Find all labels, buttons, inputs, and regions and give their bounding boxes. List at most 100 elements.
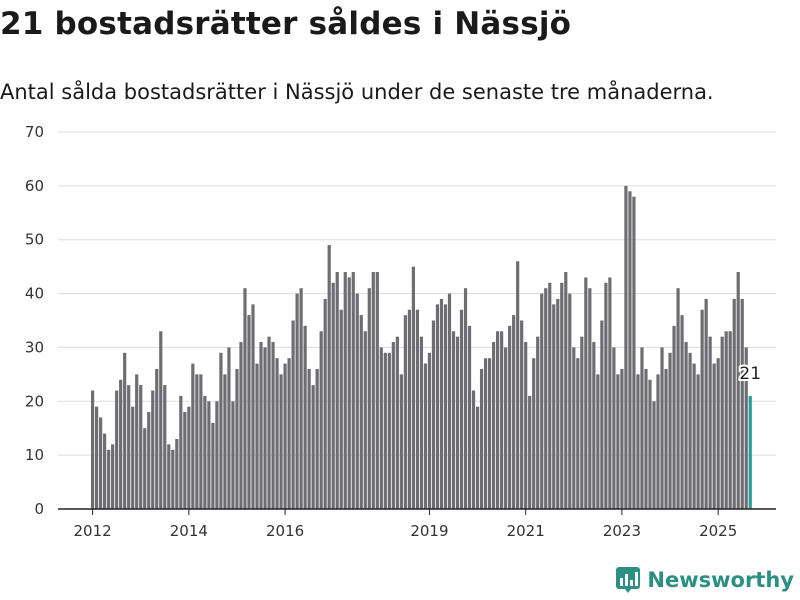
bar [644,368,648,509]
brand-name: Newsworthy [647,568,794,592]
bar [660,347,664,509]
bar [552,304,556,509]
bar [564,272,568,509]
bar [343,272,347,509]
bar [95,406,99,509]
bar [379,347,383,509]
bar [560,282,564,509]
bar-highlight [748,395,752,509]
bar [483,358,488,509]
bar [604,282,608,509]
bar [319,331,323,509]
bar [680,315,684,509]
last-value-label: 21 [739,364,761,384]
bar [596,374,600,509]
bar [211,422,215,509]
bar [580,336,584,509]
brand-logo: Newsworthy [615,566,794,594]
bar [612,347,616,509]
bar [179,395,183,509]
bar [500,331,504,509]
bar [471,390,476,509]
bar [119,379,123,509]
bar [636,374,640,509]
bar [648,379,652,509]
bar [628,191,632,509]
bar [395,336,399,509]
bar [704,298,708,509]
bar [540,293,544,509]
y-tick-label: 40 [25,285,44,303]
bar [668,352,672,509]
bar [712,363,716,509]
bar [315,368,319,509]
bar [708,336,712,509]
bar [367,288,371,509]
bar [267,336,271,509]
bar [351,272,355,509]
bar [243,288,247,509]
bar [728,331,732,509]
bar [323,298,327,509]
bar [512,315,516,509]
x-tick-label: 2021 [507,522,545,540]
bar [175,438,179,509]
bar [516,261,520,509]
bar [283,363,287,509]
bar [327,245,331,509]
bar [359,315,363,509]
bar [131,406,135,509]
bar [624,185,628,509]
bar [716,358,720,509]
bar [123,352,127,509]
bar [632,196,636,509]
bar [487,358,492,509]
bar [263,347,267,509]
y-tick-label: 10 [25,446,44,464]
y-tick-label: 0 [34,500,44,518]
bar [239,342,243,509]
bar [463,288,468,509]
bar [215,401,219,509]
newsworthy-logo-icon [616,567,641,593]
bar [223,374,227,509]
bar [311,385,315,509]
bar [740,298,744,509]
bar [103,433,107,509]
y-tick-label: 60 [25,177,44,195]
bar [191,363,195,509]
bar [115,390,119,509]
bar [363,331,367,509]
bar [247,315,251,509]
chart-title: 21 bostadsrätter såldes i Nässjö [0,6,572,42]
bar [155,368,159,509]
bar [548,282,552,509]
bar [536,336,540,509]
bar [339,309,343,509]
bar [375,272,379,509]
x-tick-label: 2012 [74,522,112,540]
bar [107,449,111,509]
bar [371,272,375,509]
bar [744,347,748,509]
bar [520,320,524,509]
bar [656,374,660,509]
bar [504,347,508,509]
bar [616,374,620,509]
bar [475,406,480,509]
bar [135,374,139,509]
bar [231,401,235,509]
bar [383,352,387,509]
bar [203,395,207,509]
bar [736,272,740,509]
bar [139,385,143,509]
bar [295,293,299,509]
bar [592,342,596,509]
bar [291,320,295,509]
bar [275,358,279,509]
bar [732,298,736,509]
bar [415,309,420,509]
bar [423,363,428,509]
bar [91,390,95,509]
bar [151,390,155,509]
